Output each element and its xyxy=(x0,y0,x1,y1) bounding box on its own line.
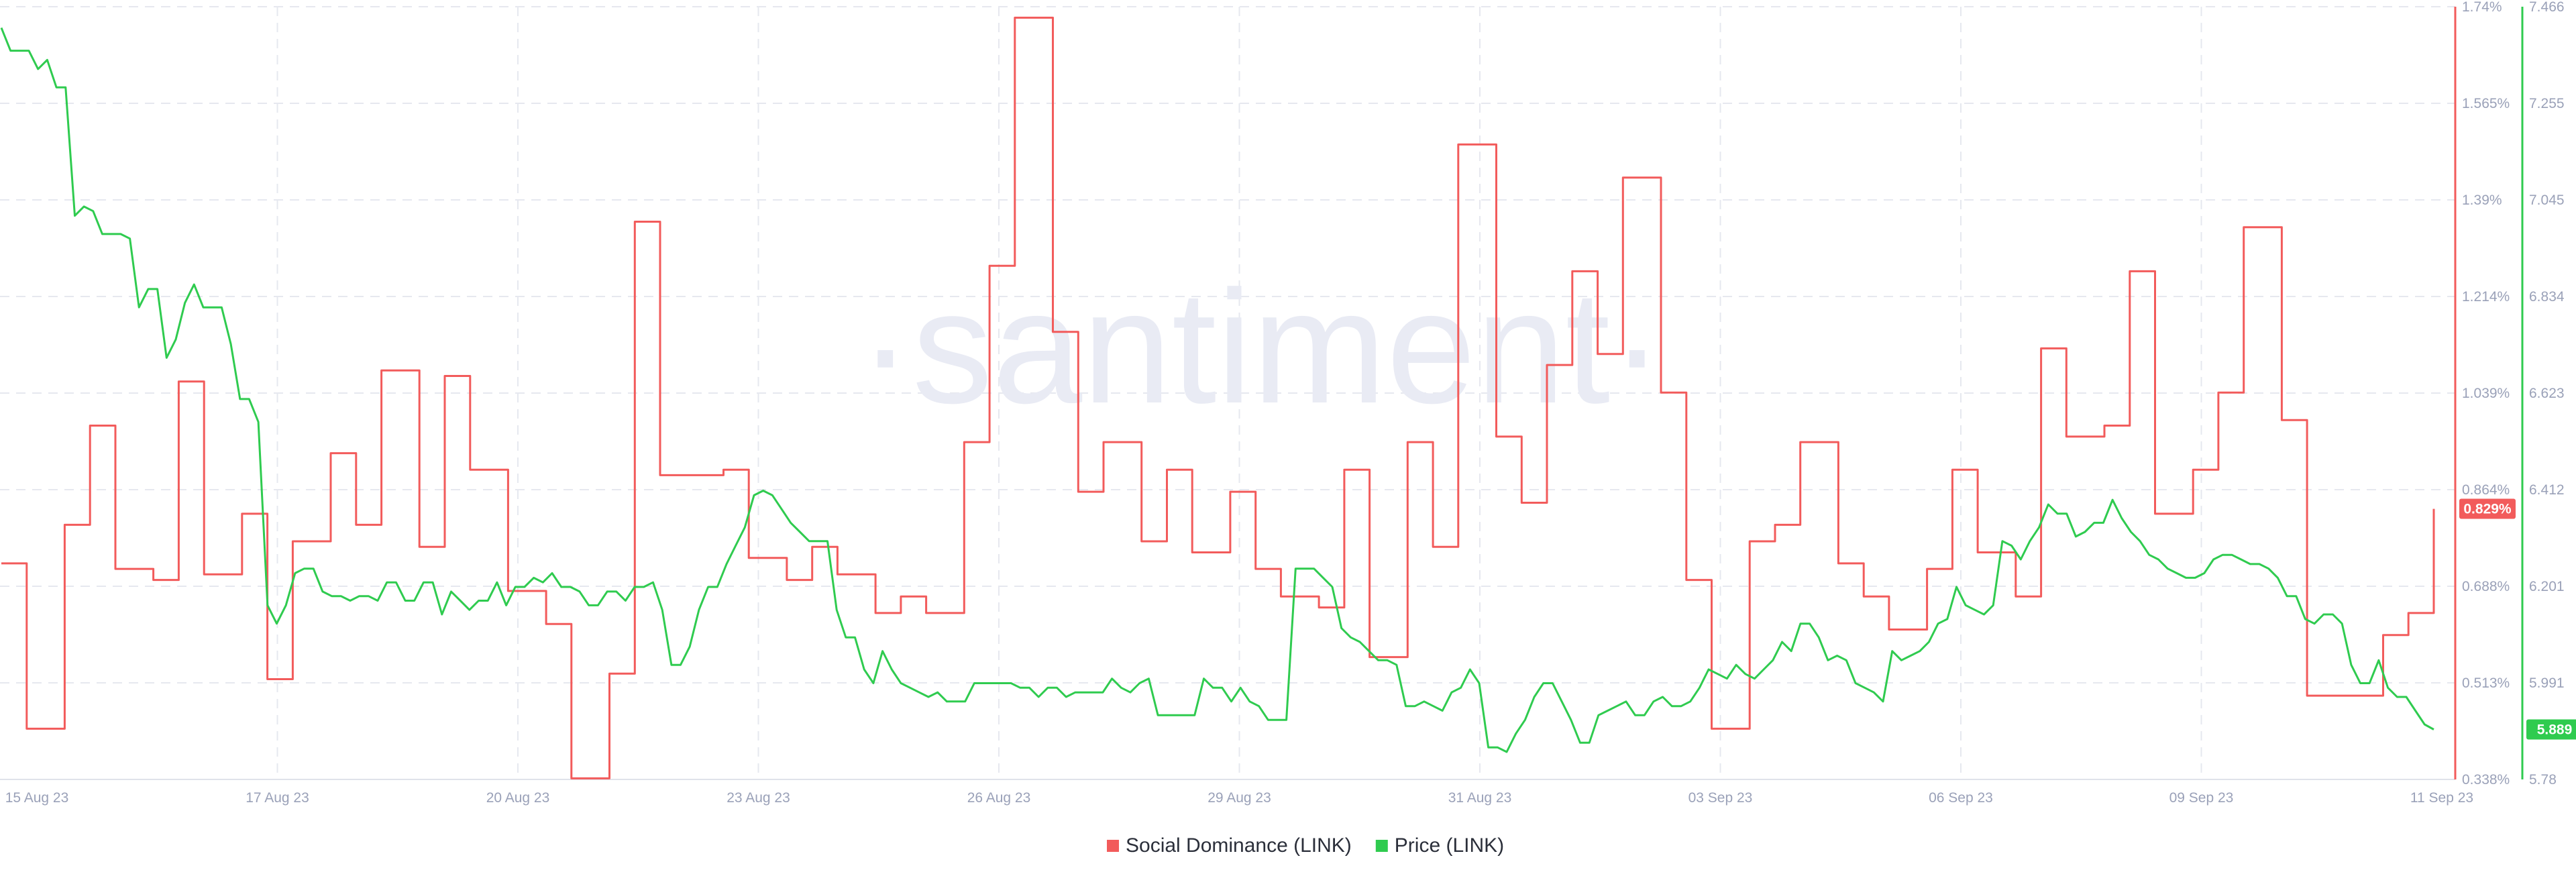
social-dominance-last-value-badge: 0.829% xyxy=(2459,498,2516,519)
legend-swatch-price xyxy=(1375,840,1388,852)
x-tick-label: 23 Aug 23 xyxy=(727,790,790,806)
social-dominance-badge-label: 0.829% xyxy=(2463,502,2512,517)
x-tick-label: 17 Aug 23 xyxy=(246,790,309,806)
social-dominance-tick-label: 0.338% xyxy=(2462,772,2510,787)
social-dominance-tick-label: 1.214% xyxy=(2462,289,2510,305)
price-badge-bg xyxy=(2526,719,2576,740)
price-tick-label: 5.991 xyxy=(2529,675,2565,691)
social-dominance-badge-bg xyxy=(2459,498,2516,519)
price-tick-label: 7.255 xyxy=(2529,96,2565,111)
chart-legend: Social Dominance (LINK) Price (LINK) xyxy=(1107,834,1504,857)
santiment-watermark: ·santiment· xyxy=(859,257,1664,437)
x-tick-label: 06 Sep 23 xyxy=(1929,790,1993,806)
social-dominance-tick-label: 0.864% xyxy=(2462,482,2510,498)
legend-label-social-dominance: Social Dominance (LINK) xyxy=(1126,834,1352,857)
chart-tick-labels: 15 Aug 23 17 Aug 23 20 Aug 23 23 Aug 23 26 A… xyxy=(5,0,2565,806)
last-value-badges: 0.829% 5.889 xyxy=(2459,498,2576,740)
social-dominance-tick-label: 1.039% xyxy=(2462,386,2510,401)
social-dominance-tick-label: 0.513% xyxy=(2462,675,2510,691)
price-badge-label: 5.889 xyxy=(2537,722,2573,738)
price-tick-label: 7.466 xyxy=(2529,0,2565,15)
social-dominance-tick-label: 1.39% xyxy=(2462,193,2502,208)
x-tick-label: 09 Sep 23 xyxy=(2169,790,2234,806)
x-tick-label: 31 Aug 23 xyxy=(1448,790,1512,806)
price-tick-label: 6.834 xyxy=(2529,289,2565,305)
x-tick-label: 15 Aug 23 xyxy=(5,790,69,806)
price-last-value-badge: 5.889 xyxy=(2526,719,2576,740)
chart-series xyxy=(0,16,2435,779)
price-tick-label: 5.78 xyxy=(2529,772,2557,787)
social-dominance-tick-label: 1.74% xyxy=(2462,0,2502,15)
legend-swatch-social-dominance xyxy=(1107,840,1119,852)
legend-item-social-dominance: Social Dominance (LINK) xyxy=(1107,834,1352,857)
social-dominance-line xyxy=(1,16,2435,779)
price-tick-label: 6.623 xyxy=(2529,386,2565,401)
price-tick-label: 6.201 xyxy=(2529,579,2565,594)
x-tick-label: 20 Aug 23 xyxy=(486,790,550,806)
chart-grid xyxy=(0,6,2455,779)
x-tick-label: 03 Sep 23 xyxy=(1688,790,1753,806)
x-tick-label: 26 Aug 23 xyxy=(967,790,1031,806)
legend-item-price: Price (LINK) xyxy=(1375,834,1504,857)
price-tick-label: 6.412 xyxy=(2529,482,2565,498)
x-tick-label: 11 Sep 23 xyxy=(2410,790,2473,806)
chart-axes xyxy=(0,7,2524,780)
legend-label-price: Price (LINK) xyxy=(1395,834,1504,857)
social-dominance-tick-label: 1.565% xyxy=(2462,96,2510,111)
x-tick-label: 29 Aug 23 xyxy=(1208,790,1271,806)
price-line xyxy=(0,27,2434,753)
social-dominance-tick-label: 0.688% xyxy=(2462,579,2510,594)
price-tick-label: 7.045 xyxy=(2529,193,2565,208)
